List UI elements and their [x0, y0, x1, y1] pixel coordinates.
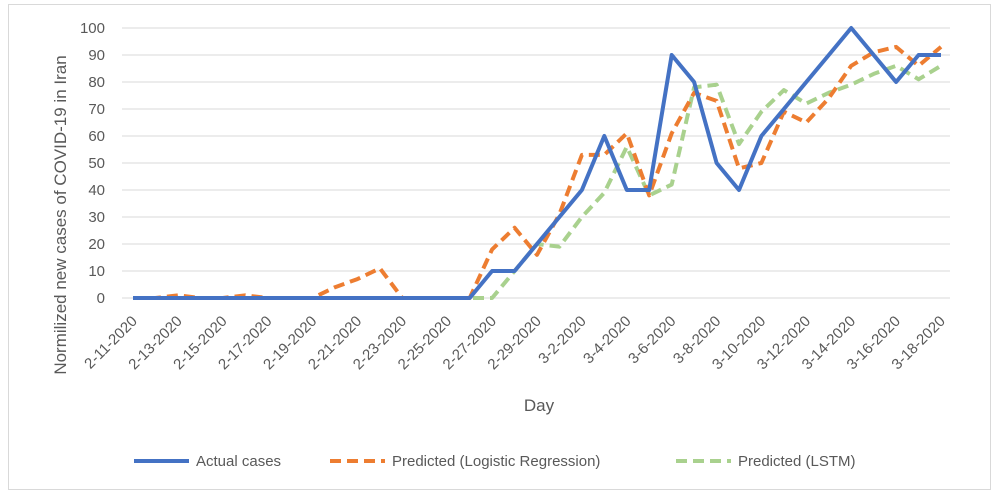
gridlines: [122, 27, 950, 299]
legend: Actual cases Predicted (Logistic Regressi…: [134, 453, 856, 470]
series-line-2: [133, 63, 943, 300]
x-tick-label: 3-4-2020: [580, 313, 634, 367]
series-line-0: [133, 26, 941, 300]
x-tick-labels: 2-11-20202-13-20202-15-20202-17-20202-19…: [81, 313, 949, 373]
y-tick-label: 30: [88, 209, 105, 226]
y-tick-label: 20: [88, 236, 105, 253]
x-axis-title: Day: [524, 396, 555, 415]
y-tick-label: 60: [88, 128, 105, 145]
legend-label-0: Actual cases: [196, 453, 281, 470]
y-tick-label: 80: [88, 74, 105, 91]
series-lines: [133, 26, 943, 300]
y-tick-label: 10: [88, 263, 105, 280]
chart-frame: [8, 4, 991, 490]
y-tick-labels: 0 10 20 30 40 50 60 70 80 90 100: [80, 20, 105, 307]
x-tick-label: 3-2-2020: [535, 313, 589, 367]
legend-label-2: Predicted (LSTM): [738, 453, 856, 470]
y-axis-title: Normilized new cases of COVID-19 in Iran: [51, 55, 70, 374]
y-tick-label: 40: [88, 182, 105, 199]
series-line-1: [133, 44, 943, 300]
y-tick-label: 0: [97, 290, 105, 307]
x-tick-label: 3-6-2020: [625, 313, 679, 367]
y-tick-label: 90: [88, 47, 105, 64]
legend-label-1: Predicted (Logistic Regression): [392, 453, 600, 470]
y-tick-label: 50: [88, 155, 105, 172]
y-tick-label: 100: [80, 20, 105, 37]
y-tick-label: 70: [88, 101, 105, 118]
